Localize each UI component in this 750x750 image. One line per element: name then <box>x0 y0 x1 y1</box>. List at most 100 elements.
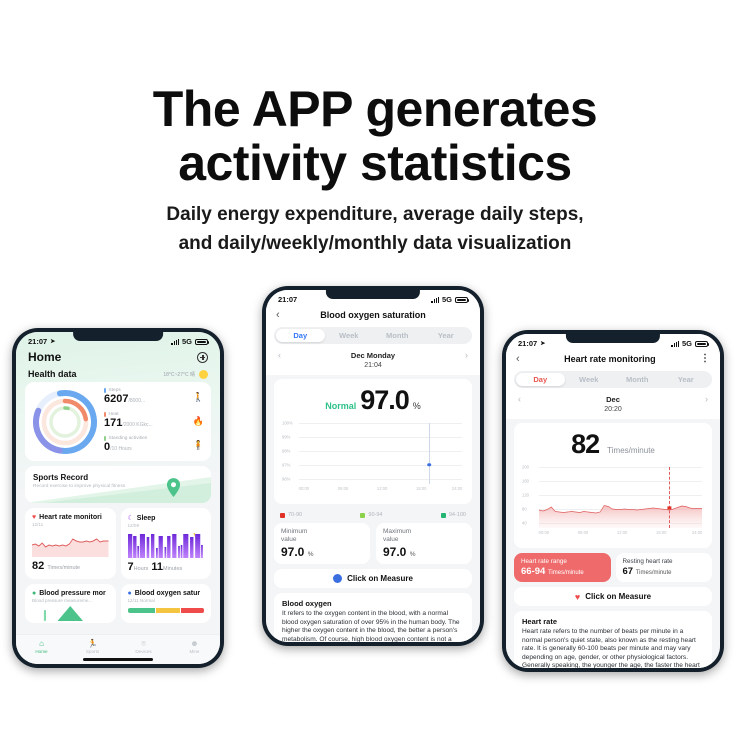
spo2-chart-card: Normal 97.0 % 100% 99% 98% 97% 96% <box>274 379 472 504</box>
tab-devices[interactable]: ⌾ Devices <box>118 639 169 654</box>
metric-value: 6207 <box>104 393 129 405</box>
card-value: 97.0 <box>281 545 305 559</box>
x-tick: 12:00 <box>376 486 388 491</box>
spo2-icon <box>333 574 343 583</box>
more-menu-icon[interactable]: ⋮ <box>700 353 710 364</box>
plot-area <box>299 420 462 484</box>
measure-button-label: Click on Measure <box>585 592 652 601</box>
card-value: 97.0 <box>383 545 407 559</box>
y-tick: 99% <box>282 434 291 440</box>
headline-block: The APP generates activity statistics <box>0 82 750 190</box>
sun-icon <box>199 369 208 379</box>
card-sleep[interactable]: ☾ Sleep 12/09 <box>120 508 211 579</box>
signal-icon <box>171 338 179 345</box>
notch <box>565 334 661 343</box>
description-card: Heart rate Heart rate refers to the numb… <box>514 611 712 668</box>
tab-mine[interactable]: ☻ Mine <box>169 639 220 654</box>
metric-unit: /10 Hours <box>110 446 132 452</box>
add-icon[interactable] <box>197 351 208 363</box>
card-label: Resting heart rate <box>622 558 673 565</box>
location-arrow-icon: ➤ <box>50 339 56 345</box>
prev-date-icon[interactable]: ‹ <box>518 394 521 404</box>
tab-sports[interactable]: 🏃 Sports <box>67 639 118 654</box>
signal-icon <box>431 296 439 303</box>
mini-spo2-bar <box>127 603 204 621</box>
resting-heart-rate-card: Resting heart rate 67 Times/minute <box>615 553 712 582</box>
tab-week[interactable]: Week <box>339 331 359 340</box>
measure-button[interactable]: ♥ Click on Measure <box>514 587 712 606</box>
battery-icon <box>195 338 210 345</box>
tab-home[interactable]: ⌂ Home <box>16 639 67 654</box>
x-tick: 12:00 <box>616 530 628 535</box>
legend-item-low: 70-90 <box>280 512 302 518</box>
nav-bar: ‹ Blood oxygen saturation › <box>266 306 480 327</box>
stand-icon: 🧍 <box>192 440 204 450</box>
tab-year[interactable]: Year <box>677 375 694 384</box>
person-icon: ☻ <box>190 639 199 648</box>
tab-week[interactable]: Week <box>579 375 599 384</box>
devices-icon: ⌾ <box>141 639 146 648</box>
card-date: 12/09 <box>127 523 140 528</box>
description-text: Heart rate refers to the number of beats… <box>522 628 700 668</box>
y-tick: 98% <box>282 448 291 454</box>
x-tick: 06:00 <box>337 486 349 491</box>
nav-bar: ‹ Heart rate monitoring ⋮ <box>506 350 720 371</box>
next-date-icon[interactable]: › <box>704 394 708 404</box>
tab-month[interactable]: Month <box>626 375 649 384</box>
tab-month[interactable]: Month <box>386 331 409 340</box>
network-label: 5G <box>181 337 192 346</box>
flame-icon: 🔥 <box>192 416 204 426</box>
tab-label: Devices <box>135 649 152 654</box>
date-navigator: ‹ Dec Monday › <box>266 344 480 360</box>
status-time: 21:07 <box>518 339 538 348</box>
tab-year[interactable]: Year <box>437 331 454 340</box>
sports-record-card[interactable]: Sports Record Record exercise to improve… <box>25 466 211 503</box>
description-title: Heart rate <box>522 617 558 626</box>
card-unit: Times/minute <box>47 565 81 571</box>
x-axis-labels: 00:00 06:00 12:00 18:00 24:00 <box>539 530 703 540</box>
description-card: Blood oxygen It refers to the oxygen con… <box>274 593 472 642</box>
spo2-dot-icon: ● <box>127 590 132 597</box>
next-date-icon[interactable]: › <box>465 350 468 360</box>
status-time: 21:07 <box>28 337 48 346</box>
bottom-tab-bar: ⌂ Home 🏃 Sports ⌾ Devices ☻ Mine <box>16 634 220 664</box>
phone-right-heart-rate: 21:07 ➤ 5G ‹ Heart rate monitoring ⋮ Day… <box>502 330 724 672</box>
health-data-card[interactable]: Steps 6207/8000... 🚶 Heat 171/2000 KGkc.… <box>25 382 211 461</box>
back-icon[interactable]: ‹ <box>516 353 520 365</box>
card-blood-pressure[interactable]: ● Blood pressure mor Blood pressure meas… <box>25 584 116 623</box>
metric-value: 0 <box>104 441 111 453</box>
card-heart-rate[interactable]: ♥ Heart rate monitori 12/11 82 Times/min… <box>25 508 116 579</box>
card-title: Blood oxygen satur <box>134 590 201 597</box>
data-point <box>667 506 671 510</box>
legend-item-high: 94-100 <box>440 512 466 518</box>
status-time: 21:07 <box>278 295 298 304</box>
sports-record-subtitle: Record exercise to improve physical fitn… <box>33 484 126 489</box>
card-blood-oxygen[interactable]: ● Blood oxygen satur 12/11 Normal <box>120 584 211 623</box>
y-tick: 97% <box>282 462 291 468</box>
tab-day[interactable]: Day <box>276 329 325 342</box>
y-tick: 96% <box>282 476 291 482</box>
card-unit: Times/minute <box>635 570 672 576</box>
subheadline-block: Daily energy expenditure, average daily … <box>0 200 750 258</box>
card-unit: Hours <box>133 566 149 572</box>
reading-time: 21:04 <box>364 362 382 369</box>
tab-label: Mine <box>189 649 200 654</box>
prev-date-icon[interactable]: ‹ <box>278 350 281 360</box>
notch <box>73 332 163 341</box>
card-label: Heart rate range <box>521 558 567 565</box>
metric-value: 171 <box>104 417 123 429</box>
measure-button-label: Click on Measure <box>347 574 413 583</box>
metric-steps: Steps 6207/8000... 🚶 <box>104 388 204 407</box>
weather-label: 18°C~27°C 晴 <box>163 371 195 378</box>
card-title: Blood pressure mor <box>39 590 106 597</box>
tab-day[interactable]: Day <box>516 373 565 386</box>
back-icon[interactable]: ‹ <box>276 309 280 321</box>
current-date: Dec Monday <box>350 350 396 360</box>
y-axis-labels: 100% 99% 98% 97% 96% <box>282 420 298 484</box>
x-tick: 24:00 <box>451 486 463 491</box>
measure-button[interactable]: Click on Measure <box>274 569 472 588</box>
period-tabs: Day Week Month Year <box>274 327 472 344</box>
network-label: 5G <box>441 295 452 304</box>
metrics-list: Steps 6207/8000... 🚶 Heat 171/2000 KGkc.… <box>104 388 204 455</box>
marker-line <box>429 422 431 484</box>
